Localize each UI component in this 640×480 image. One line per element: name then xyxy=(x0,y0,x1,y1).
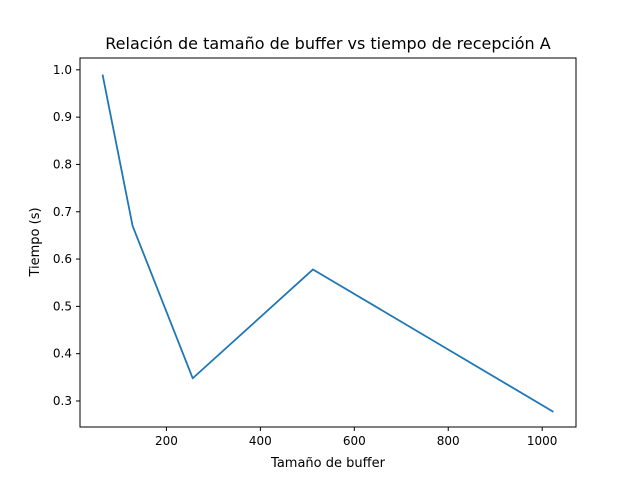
y-tick-label: 1.0 xyxy=(53,63,72,77)
y-tick-label: 0.9 xyxy=(53,110,72,124)
y-tick-label: 0.6 xyxy=(53,252,72,266)
y-tick-label: 0.4 xyxy=(53,347,72,361)
y-tick-label: 0.8 xyxy=(53,157,72,171)
x-tick-label: 1000 xyxy=(527,434,558,448)
y-tick-label: 0.5 xyxy=(53,299,72,313)
x-axis-label: Tamaño de buffer xyxy=(270,456,386,471)
chart-title: Relación de tamaño de buffer vs tiempo d… xyxy=(105,34,551,53)
x-tick-label: 600 xyxy=(343,434,366,448)
x-tick-label: 800 xyxy=(437,434,460,448)
y-axis-label: Tiempo (s) xyxy=(28,207,43,277)
y-tick-label: 0.7 xyxy=(53,205,72,219)
y-tick-label: 0.3 xyxy=(53,394,72,408)
x-tick-label: 400 xyxy=(249,434,272,448)
x-axis: 200 400 600 800 1000 xyxy=(155,427,557,448)
plot-area-frame xyxy=(79,57,577,428)
x-tick-label: 200 xyxy=(155,434,178,448)
series-line xyxy=(101,74,554,413)
y-axis: 0.3 0.4 0.5 0.6 0.7 0.8 0.9 1.0 xyxy=(53,63,80,408)
series-layer xyxy=(101,74,554,413)
